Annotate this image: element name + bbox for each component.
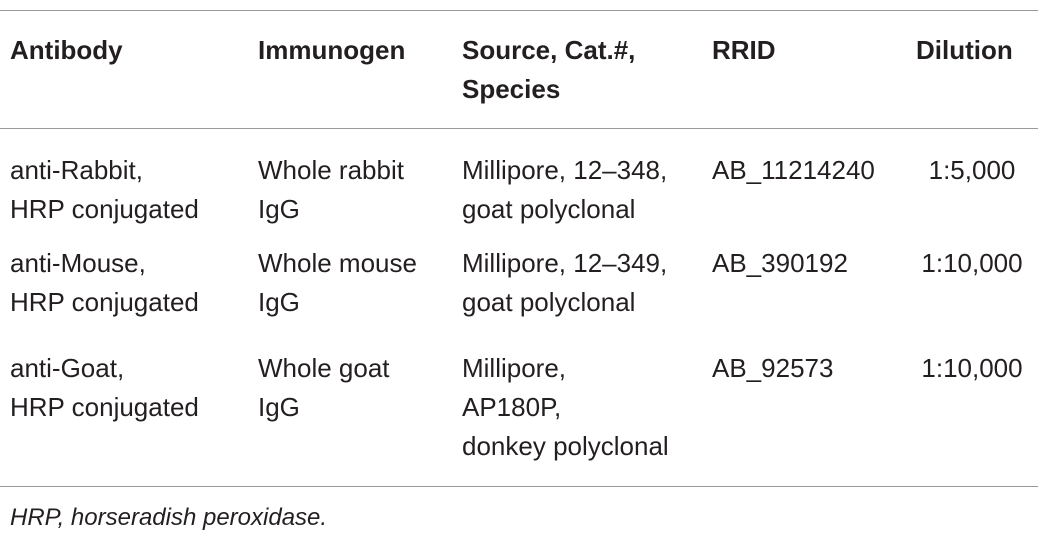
table-cell: Millipore, bbox=[462, 353, 567, 383]
table-cell: AP180P, bbox=[462, 392, 562, 422]
table-cell: goat polyclonal bbox=[462, 194, 636, 224]
table-cell: HRP conjugated bbox=[10, 194, 199, 224]
header-cell: RRID bbox=[712, 35, 776, 65]
table-cell: Whole rabbit bbox=[258, 155, 404, 185]
table-cell: anti-Mouse, bbox=[10, 248, 146, 278]
top-rule bbox=[0, 10, 1038, 11]
bottom-rule bbox=[0, 486, 1038, 487]
table-cell: Millipore, 12–349, bbox=[462, 248, 668, 278]
table-cell: 1:10,000 bbox=[921, 353, 1023, 383]
table-cell: 1:10,000 bbox=[921, 248, 1023, 278]
table-cell: anti-Goat, bbox=[10, 353, 125, 383]
table-cell: Whole mouse bbox=[258, 248, 417, 278]
table-cell: donkey polyclonal bbox=[462, 431, 669, 461]
table-cell: anti-Rabbit, bbox=[10, 155, 143, 185]
table-cell: AB_390192 bbox=[712, 248, 848, 278]
footnote: HRP, horseradish peroxidase. bbox=[10, 504, 328, 531]
header-cell: Species bbox=[462, 74, 561, 104]
table-cell: HRP conjugated bbox=[10, 287, 199, 317]
header-cell: Antibody bbox=[10, 35, 123, 65]
header-cell: Source, Cat.#, bbox=[462, 35, 636, 65]
table-cell: HRP conjugated bbox=[10, 392, 199, 422]
header-cell: Immunogen bbox=[258, 35, 406, 65]
table-cell: goat polyclonal bbox=[462, 287, 636, 317]
table-cell: IgG bbox=[258, 194, 300, 224]
table-cell: AB_92573 bbox=[712, 353, 834, 383]
table-cell: Whole goat bbox=[258, 353, 390, 383]
header-cell: Dilution bbox=[916, 35, 1013, 65]
table-cell: Millipore, 12–348, bbox=[462, 155, 668, 185]
table-cell: IgG bbox=[258, 392, 300, 422]
table-cell: 1:5,000 bbox=[928, 155, 1016, 185]
table-cell: IgG bbox=[258, 287, 300, 317]
table-cell: AB_11214240 bbox=[712, 155, 875, 185]
header-rule bbox=[0, 128, 1038, 129]
